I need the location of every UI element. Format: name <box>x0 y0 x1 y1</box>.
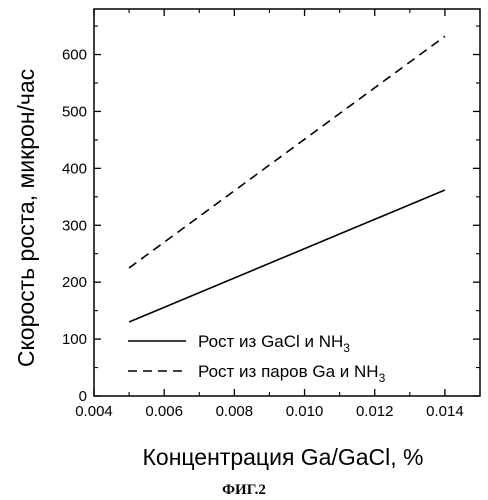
series-line-2 <box>129 36 445 268</box>
series-lines <box>129 36 445 322</box>
x-tick-label-1: 0.006 <box>145 403 183 420</box>
x-tick-label-2: 0.008 <box>216 403 254 420</box>
x-tick-label-3: 0.010 <box>286 403 324 420</box>
y-tick-label-2: 200 <box>62 274 87 291</box>
y-tick-label-6: 600 <box>62 47 87 64</box>
legend-label-series-1: Рост из GaCl и NH3 <box>198 332 350 355</box>
y-tick-label-5: 500 <box>62 103 87 120</box>
y-tick-label-0: 0 <box>79 388 87 405</box>
y-axis-title: Скорость роста, микрон/час <box>13 69 39 367</box>
y-tick-label-3: 300 <box>62 217 87 234</box>
series-line-1 <box>129 190 445 322</box>
legend: Рост из GaCl и NH3 Рост из паров Ga и NH… <box>128 332 386 385</box>
y-tick-label-4: 400 <box>62 160 87 177</box>
y-tick-label-1: 100 <box>62 331 87 348</box>
x-axis-title: Концентрация Ga/GaCl, % <box>143 444 424 470</box>
x-tick-label-0: 0.004 <box>75 403 113 420</box>
figure-caption: ФИГ.2 <box>222 482 266 498</box>
x-tick-label-4: 0.012 <box>356 403 394 420</box>
x-tick-label-5: 0.014 <box>426 403 464 420</box>
legend-label-series-2: Рост из паров Ga и NH3 <box>198 362 386 385</box>
